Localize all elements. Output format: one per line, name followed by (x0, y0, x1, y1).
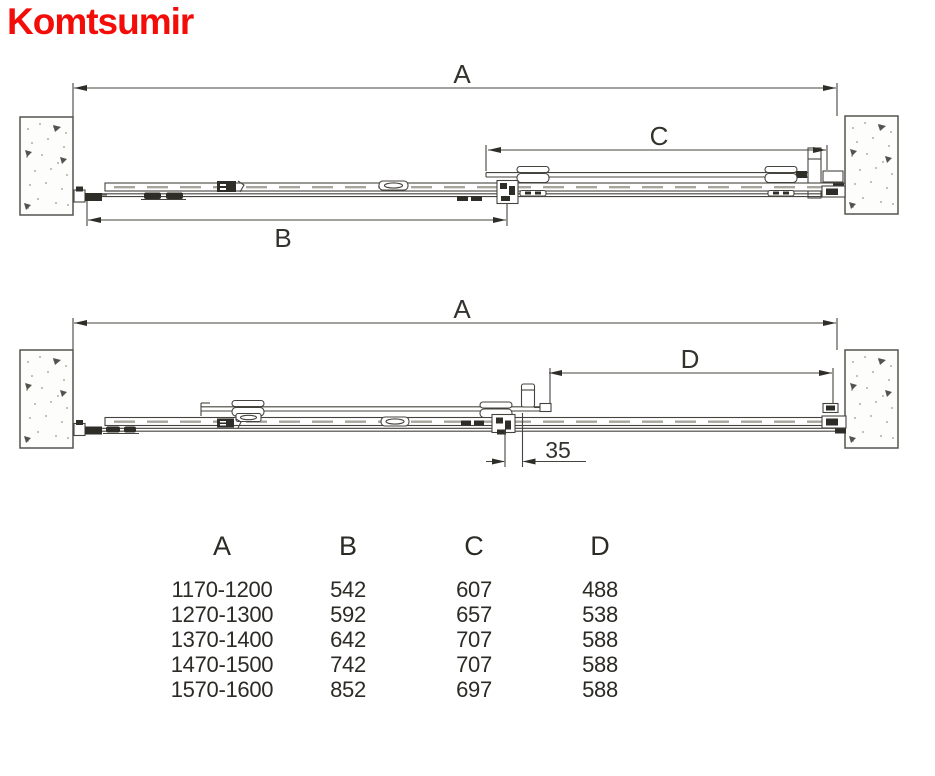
table-cell-c: 657 (456, 602, 492, 627)
table-row: 1170-1200 542 607 488 (150, 577, 670, 602)
table-cell-a: 1170-1200 (171, 577, 273, 602)
wall-left-bottom (19, 349, 74, 449)
handle-knob-bottom (520, 383, 552, 413)
roller-left-bottom (231, 399, 265, 423)
dimension-a-top: A (72, 59, 838, 117)
table-cell-c: 707 (456, 627, 492, 652)
table-cell-b: 852 (330, 677, 366, 702)
table-body: 1170-1200 542 607 488 1270-1300 592 657 … (150, 577, 670, 702)
wall-bracket-right-top (821, 170, 846, 198)
table-row: 1570-1600 852 697 588 (150, 677, 670, 702)
table-cell-c: 697 (456, 677, 492, 702)
floor-guides-top (457, 196, 482, 201)
dimension-a-bottom: A (72, 294, 838, 350)
clamp-bottom (103, 426, 139, 435)
wall-right-bottom (844, 349, 899, 449)
table-cell-a: 1570-1600 (170, 677, 274, 702)
table-cell-c: 607 (456, 577, 492, 602)
wall-right-top (844, 115, 899, 215)
table-cell-a: 1270-1300 (170, 602, 274, 627)
table-cell-b: 642 (330, 627, 366, 652)
table-header-b: B (338, 531, 357, 561)
table-cell-d: 538 (582, 602, 618, 627)
stopper-block-bottom (217, 418, 242, 429)
clamp-top (141, 192, 186, 201)
dimension-35-bottom: 35 (486, 413, 586, 467)
wall-bracket-left-bottom (73, 420, 102, 437)
table-cell-a: 1370-1400 (170, 627, 274, 652)
wall-bracket-left-top (73, 186, 107, 203)
floor-guides-bottom (461, 420, 484, 426)
table-row: 1270-1300 592 657 538 (150, 602, 670, 627)
diagram-bottom: A (19, 294, 899, 467)
table-header-d: D (590, 531, 610, 561)
rail-top (93, 182, 846, 198)
table-cell-d: 588 (582, 652, 618, 677)
center-bracket-bottom (491, 413, 516, 435)
table-cell-b: 742 (330, 652, 366, 677)
dim-label-35-bottom: 35 (545, 437, 571, 463)
stopper-block-top (217, 180, 245, 193)
dimension-d-bottom: D (549, 344, 834, 403)
table-header-row: A B C D (150, 531, 670, 561)
dimension-c-top: C (485, 121, 828, 171)
center-bracket-top (496, 179, 519, 205)
diagram-top: A (19, 59, 899, 253)
table-row: 1370-1400 642 707 588 (150, 627, 670, 652)
table-cell-b: 542 (330, 577, 366, 602)
table-cell-d: 488 (582, 577, 618, 602)
roller-left-top (516, 165, 550, 197)
table-header-a: A (212, 531, 231, 561)
size-table: A B C D 1170-1200 542 607 488 1270-1300 … (150, 531, 670, 702)
table-cell-b: 592 (330, 602, 366, 627)
technical-drawing: A (19, 59, 899, 467)
wall-bracket-right-bottom (821, 402, 847, 434)
oval-bracket-bottom (380, 416, 410, 427)
table-cell-a: 1470-1500 (170, 652, 274, 677)
dim-label-c-top: C (650, 121, 669, 151)
dim-label-a-bottom: A (453, 294, 471, 324)
dim-label-a-top: A (453, 59, 471, 89)
table-cell-d: 588 (582, 677, 618, 702)
oval-bracket-top (378, 180, 409, 191)
table-cell-c: 707 (456, 652, 492, 677)
dim-label-d-bottom: D (681, 344, 700, 374)
dim-label-b-top: B (274, 223, 291, 253)
brand-logo: Komtsumir (7, 1, 194, 42)
table-header-c: C (464, 531, 484, 561)
table-row: 1470-1500 742 707 588 (150, 652, 670, 677)
roller-right-top (764, 165, 798, 197)
table-cell-d: 588 (582, 627, 618, 652)
wall-left-top (19, 116, 74, 216)
dimension-b-top: B (86, 201, 508, 253)
